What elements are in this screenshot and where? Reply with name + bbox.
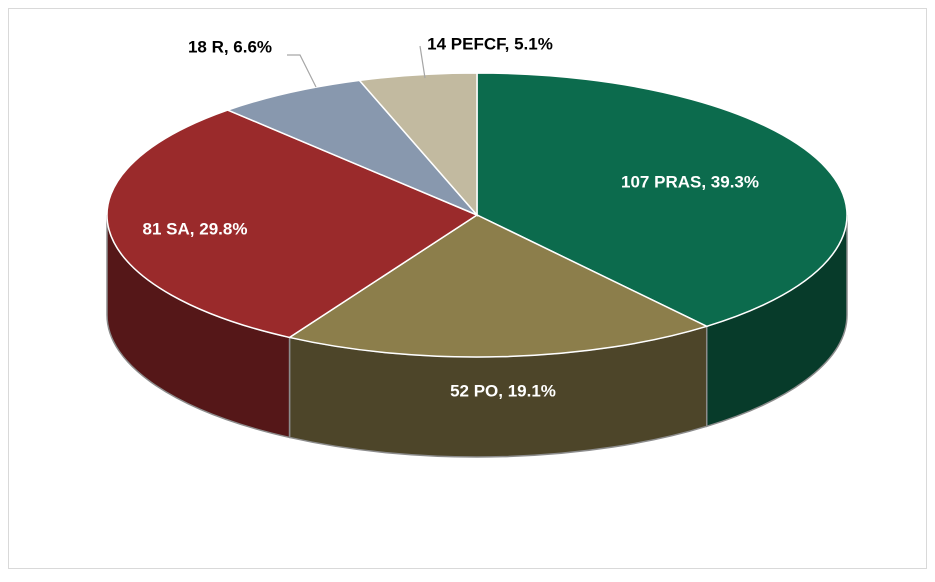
pie-slice xyxy=(287,214,709,358)
data-label: 18 R, 6.6% xyxy=(188,37,272,56)
data-labels: 107 PRAS, 39.3% 52 PO, 19.1% 81 SA, 29.8% 1… xyxy=(143,34,759,400)
leader-line xyxy=(287,54,317,88)
data-label: 107 PRAS, 39.3% xyxy=(621,172,759,191)
pie-slice xyxy=(106,109,479,339)
data-label: 14 PEFCF, 5.1% xyxy=(427,34,553,53)
leader-line xyxy=(419,45,426,79)
pie-slice xyxy=(225,79,478,216)
data-label: 81 SA, 29.8% xyxy=(143,219,248,238)
data-label: 52 PO, 19.1% xyxy=(450,381,556,400)
pie-sides xyxy=(106,214,848,458)
pie-slice xyxy=(357,72,478,217)
pie-tops xyxy=(106,72,848,358)
pie-slice xyxy=(476,72,848,328)
